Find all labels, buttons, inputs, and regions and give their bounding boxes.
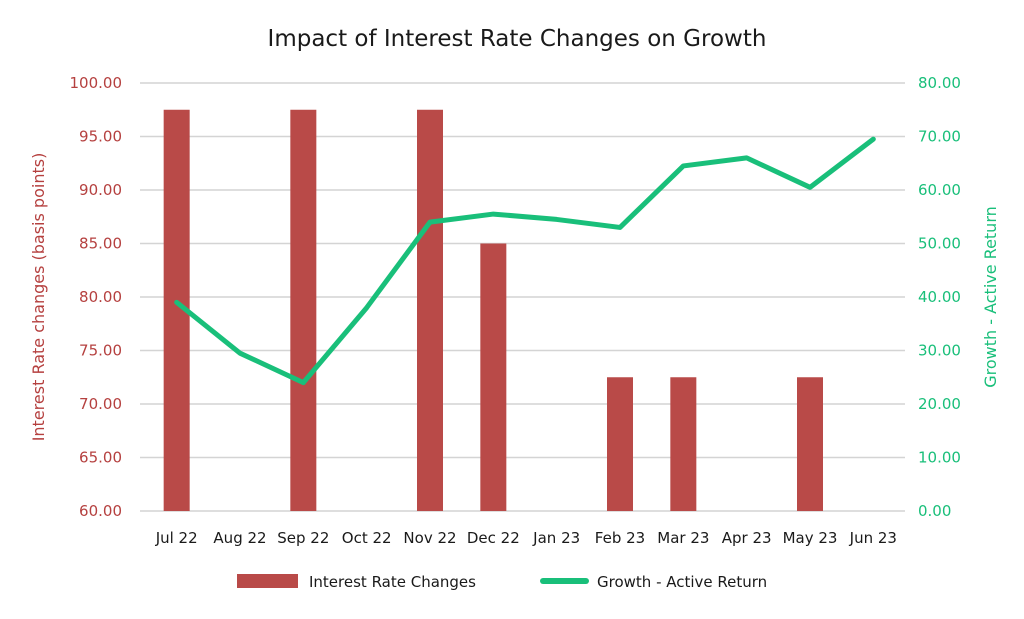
left-tick-label: 70.00 bbox=[79, 395, 122, 413]
legend-swatch-interest-rate bbox=[237, 574, 298, 588]
left-tick-label: 85.00 bbox=[79, 235, 122, 253]
bars-layer bbox=[163, 109, 823, 511]
right-axis-label: Growth - Active Return bbox=[981, 206, 1000, 388]
left-axis-ticks: 60.00 65.00 70.00 75.00 80.00 85.00 90.00 95.00… bbox=[70, 74, 123, 520]
left-tick-label: 60.00 bbox=[79, 502, 122, 520]
line-layer bbox=[174, 136, 876, 386]
x-tick-label: Apr 23 bbox=[722, 529, 772, 547]
bar-interest-rate bbox=[417, 109, 443, 511]
x-tick-label: Jul 22 bbox=[155, 529, 198, 547]
left-tick-label: 65.00 bbox=[79, 449, 122, 467]
right-tick-label: 30.00 bbox=[918, 342, 961, 360]
left-tick-label: 95.00 bbox=[79, 128, 122, 146]
x-tick-label: May 23 bbox=[783, 529, 838, 547]
legend-label-interest-rate: Interest Rate Changes bbox=[309, 573, 476, 591]
legend: Interest Rate Changes Growth - Active Re… bbox=[237, 573, 767, 591]
x-tick-label: Jun 23 bbox=[849, 529, 897, 547]
right-tick-label: 40.00 bbox=[918, 288, 961, 306]
right-tick-label: 60.00 bbox=[918, 181, 961, 199]
right-axis-ticks: 0.00 10.00 20.00 30.00 40.00 50.00 60.00 70.00 8… bbox=[918, 74, 961, 520]
bar-interest-rate bbox=[670, 377, 697, 511]
x-axis-ticks: Jul 22 Aug 22 Sep 22 Oct 22 Nov 22 Dec 22 Jan … bbox=[155, 529, 897, 547]
x-tick-label: Dec 22 bbox=[467, 529, 520, 547]
right-tick-label: 70.00 bbox=[918, 128, 961, 146]
bar-interest-rate bbox=[797, 377, 823, 511]
right-tick-label: 10.00 bbox=[918, 449, 961, 467]
line-growth-active-return bbox=[174, 136, 876, 386]
left-tick-label: 75.00 bbox=[79, 342, 122, 360]
left-axis-label: Interest Rate changes (basis points) bbox=[29, 153, 48, 442]
x-tick-label: Feb 23 bbox=[595, 529, 645, 547]
grid-layer bbox=[140, 82, 905, 512]
x-tick-label: Jan 23 bbox=[532, 529, 580, 547]
legend-label-growth: Growth - Active Return bbox=[597, 573, 767, 591]
right-tick-label: 0.00 bbox=[918, 502, 951, 520]
x-tick-label: Mar 23 bbox=[657, 529, 709, 547]
chart-title: Impact of Interest Rate Changes on Growt… bbox=[268, 26, 767, 52]
x-tick-label: Nov 22 bbox=[403, 529, 456, 547]
bar-interest-rate bbox=[290, 109, 317, 511]
right-tick-label: 50.00 bbox=[918, 235, 961, 253]
right-tick-label: 20.00 bbox=[918, 395, 961, 413]
left-tick-label: 100.00 bbox=[70, 74, 123, 92]
bar-interest-rate bbox=[480, 243, 507, 511]
bar-interest-rate bbox=[607, 377, 633, 511]
x-tick-label: Oct 22 bbox=[342, 529, 392, 547]
left-tick-label: 90.00 bbox=[79, 181, 122, 199]
x-tick-label: Aug 22 bbox=[213, 529, 266, 547]
left-tick-label: 80.00 bbox=[79, 288, 122, 306]
right-tick-label: 80.00 bbox=[918, 74, 961, 92]
x-tick-label: Sep 22 bbox=[277, 529, 329, 547]
